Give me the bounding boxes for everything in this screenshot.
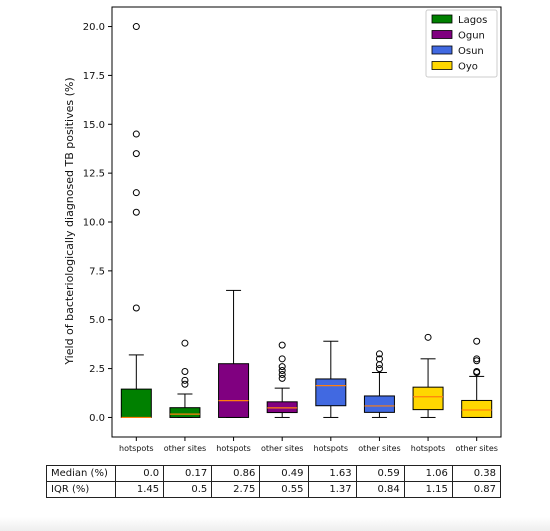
outlier-point [473,337,481,345]
outlier-point [181,376,189,384]
box-group [218,289,250,418]
outlier-point [278,363,286,371]
box-ogun [218,363,250,418]
table-cell: 0.59 [355,465,405,482]
outlier-point [278,374,286,382]
legend-swatch [431,30,453,39]
outlier-point [181,339,189,347]
y-tick-label: 20.0 [83,22,105,33]
table-cell: 0.17 [163,465,213,482]
x-tick-label: other sites [261,444,303,453]
table-row-label: Median (%) [46,465,116,482]
box-group [266,341,298,418]
outlier-point [132,150,140,158]
box-group [412,333,444,418]
box-group [363,350,395,418]
outlier-point [181,368,189,376]
table-cell: 1.06 [403,465,453,482]
box-lagos [120,388,152,418]
outlier-point [278,367,286,375]
table-row-label: IQR (%) [46,481,116,498]
x-tick-label: hotspots [216,444,251,453]
x-tick-label: hotspots [411,444,446,453]
y-tick-label: 2.5 [89,364,105,375]
outlier-point [375,365,383,373]
table-cell: 0.86 [211,465,261,482]
y-axis: 0.0 2.5 5.0 7.5 10.0 12.5 15.0 17.5 20.0 [83,22,112,424]
legend-label: Oyo [458,62,478,73]
box-series [120,23,493,419]
outlier-point [473,357,481,365]
outlier-point [375,355,383,363]
table-cell: 1.37 [307,481,357,498]
box-group [315,340,347,418]
x-tick-label: other sites [455,444,497,453]
outlier-point [132,189,140,197]
table-cell: 1.15 [403,481,453,498]
outlier-point [473,355,481,363]
box-group [461,337,493,418]
outlier-point [278,370,286,378]
legend-box [425,9,498,78]
legend-label: Lagos [458,15,487,26]
plot-area [111,6,502,438]
y-tick-label: 5.0 [89,315,105,326]
y-axis-label: Yield of bacteriologically diagnosed TB … [63,77,76,365]
y-tick-label: 7.5 [89,266,105,277]
table-row: IQR (%) 1.45 0.5 2.75 0.55 1.37 0.84 1.15 0.87 [46,481,502,498]
outlier-point [278,355,286,363]
outlier-point [375,350,383,358]
y-tick-label: 12.5 [83,169,105,180]
x-tick-label: other sites [164,444,206,453]
table-cell: 2.75 [211,481,261,498]
table-cell: 0.5 [163,481,213,498]
outlier-point [473,368,481,376]
x-tick-label: hotspots [119,444,154,453]
legend-label: Osun [458,46,484,57]
summary-table: Median (%) 0.0 0.17 0.86 0.49 1.63 0.59 1.06 0.3… [46,465,502,498]
table-cell: 0.87 [451,481,502,498]
table-cell: 1.63 [307,465,357,482]
table-cell: 0.0 [114,465,165,482]
table-cell: 0.84 [355,481,405,498]
table-cell: 0.49 [259,465,309,482]
y-tick-label: 15.0 [83,120,105,131]
legend-label: Ogun [458,31,485,42]
outlier-point [132,23,140,31]
box-oyo [461,399,493,418]
legend: Lagos Ogun Osun Oyo [425,9,498,78]
bottom-fade [0,517,550,531]
box-oyo [412,386,444,411]
legend-swatch [431,61,453,70]
outlier-point [278,341,286,349]
box-ogun [266,401,298,414]
box-lagos [169,407,201,418]
table-row: Median (%) 0.0 0.17 0.86 0.49 1.63 0.59 1.06 0.3… [46,465,502,482]
table-cell: 0.55 [259,481,309,498]
outlier-point [424,333,432,341]
x-tick-label: hotspots [314,444,349,453]
outlier-point [132,130,140,138]
box-osun [315,378,347,407]
x-axis: hotspots other sites hotspots other sites ho… [119,437,498,453]
table-cell: 0.38 [451,465,502,482]
y-tick-label: 17.5 [83,71,105,82]
box-group [120,23,152,419]
table-cell: 1.45 [114,481,165,498]
outlier-point [132,208,140,216]
y-tick-label: 0.0 [89,413,105,424]
box-group [169,339,201,418]
legend-swatch [431,14,453,24]
y-tick-label: 10.0 [83,218,105,229]
outlier-point [132,304,140,312]
x-tick-label: other sites [358,444,400,453]
legend-swatch [431,45,453,55]
outlier-point [181,380,189,388]
box-osun [363,395,395,413]
